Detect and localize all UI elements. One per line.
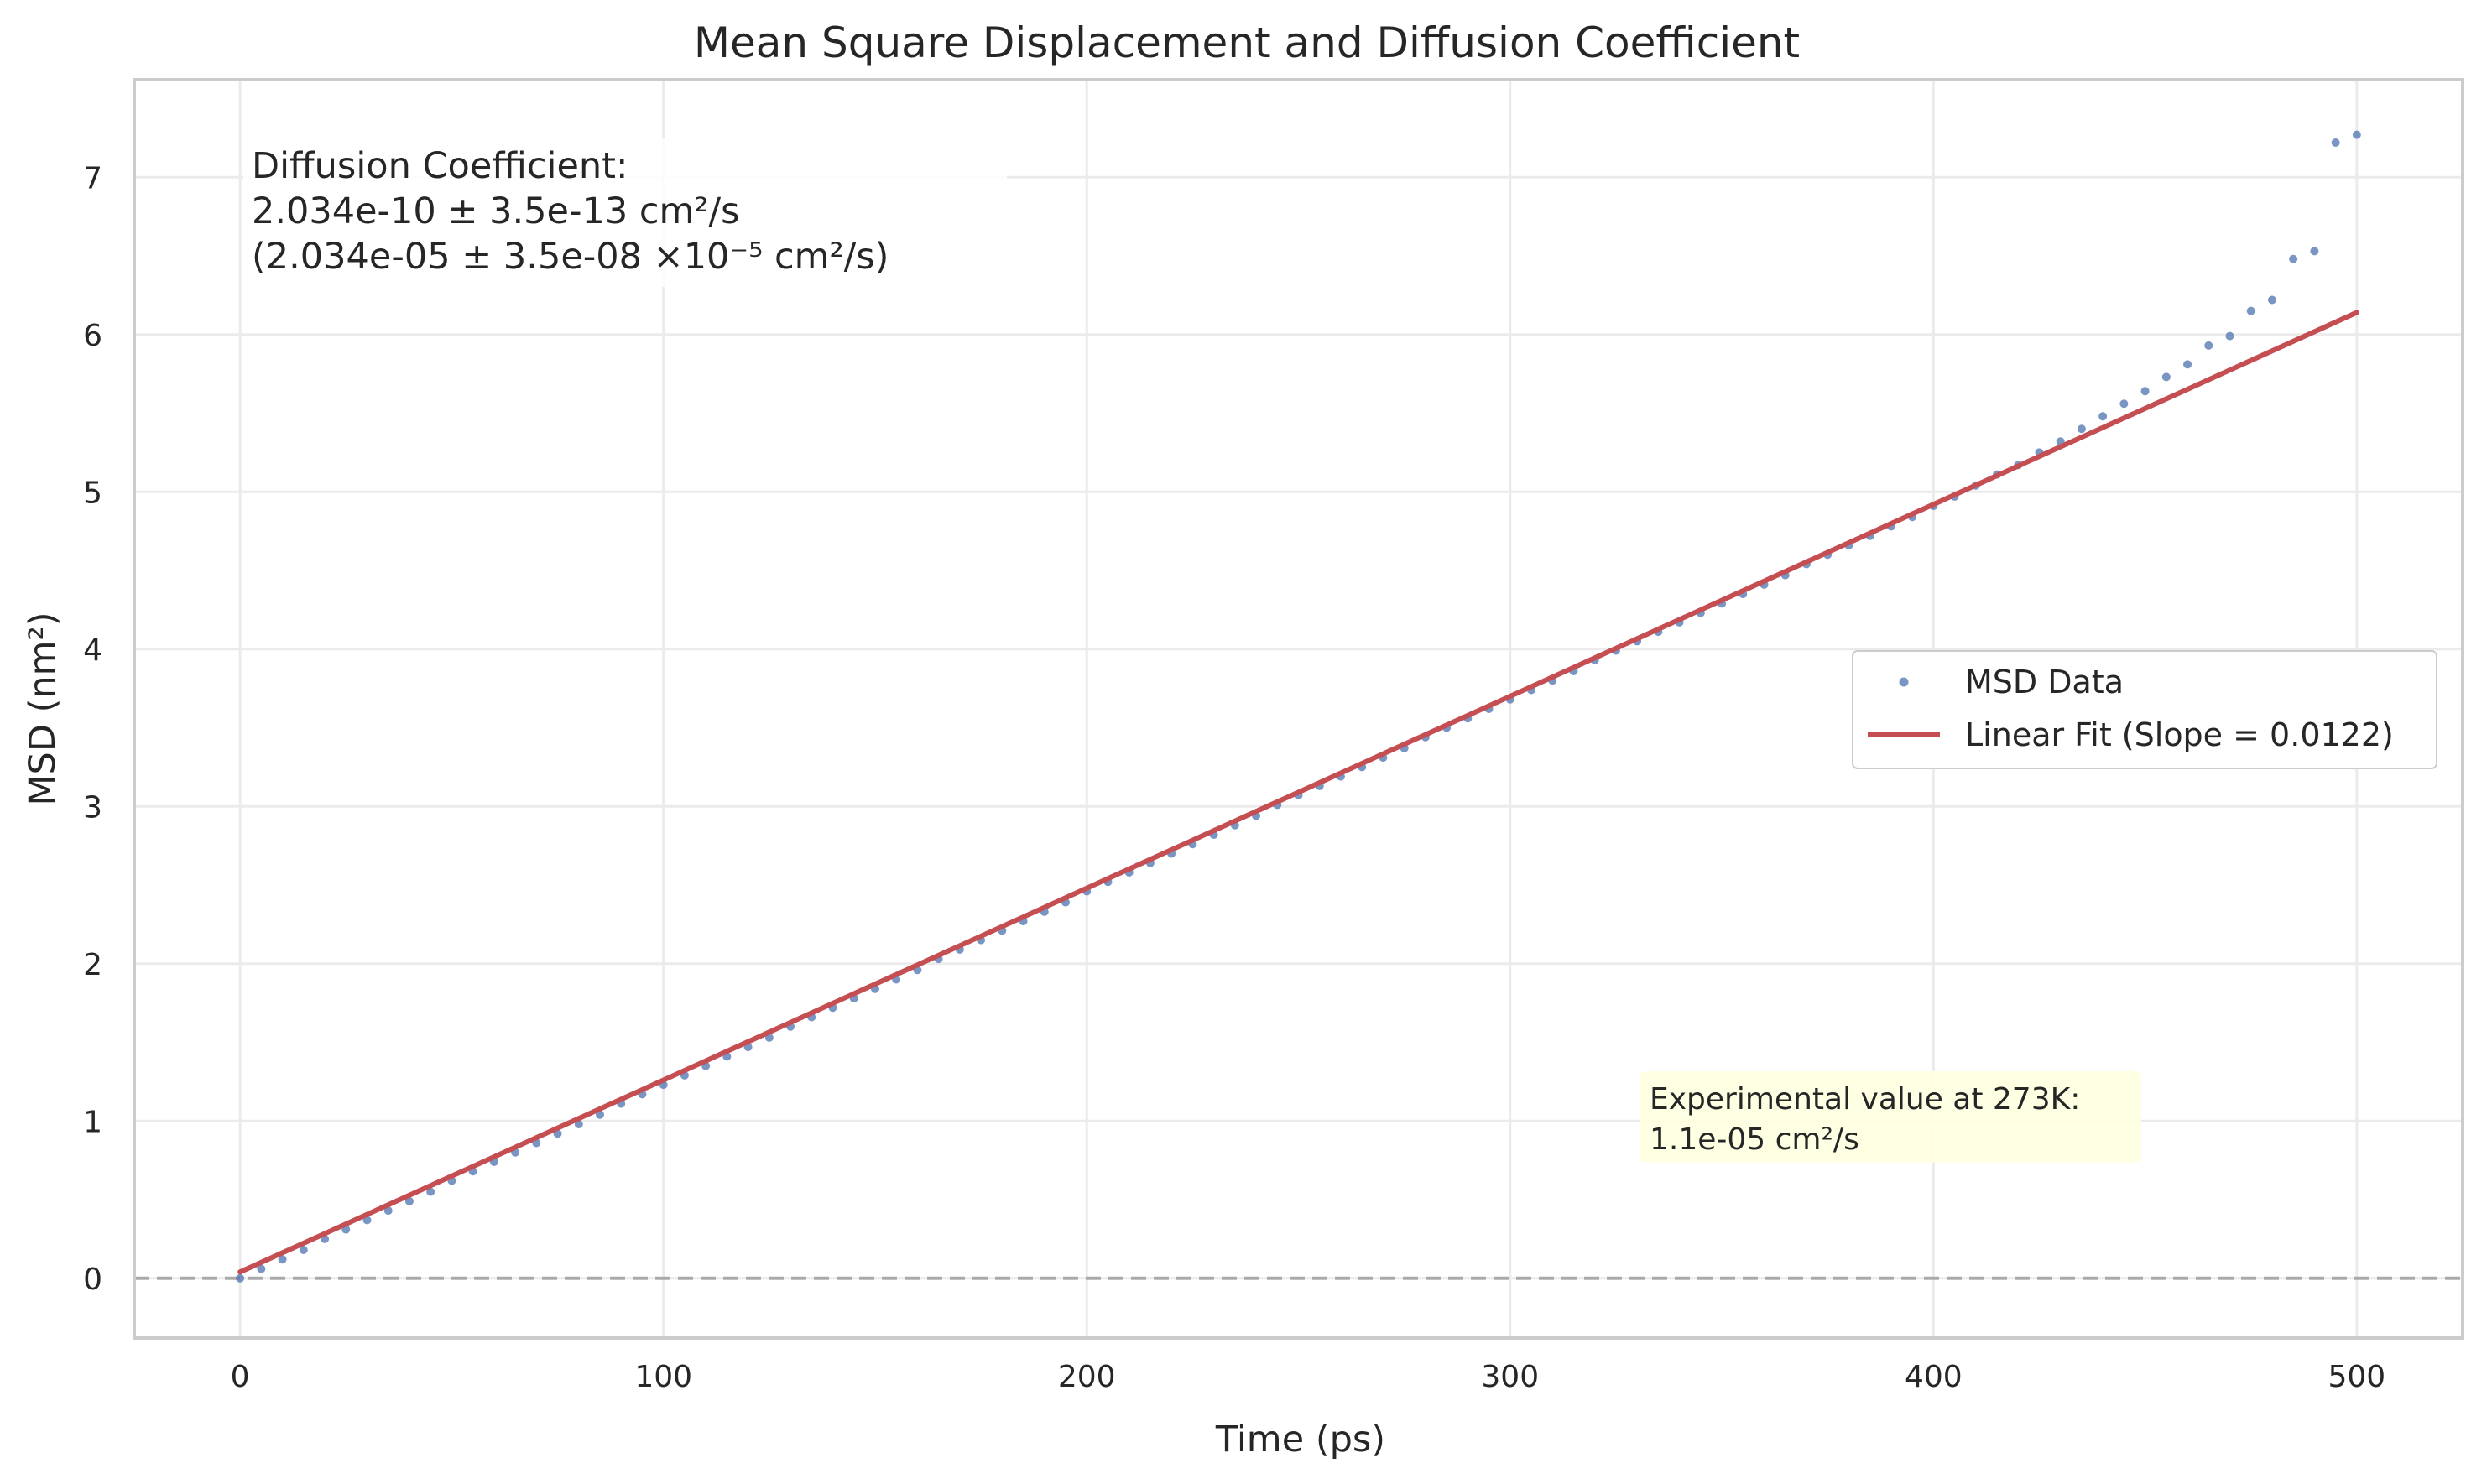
msd-data-point xyxy=(278,1255,287,1264)
y-tick-label: 7 xyxy=(83,161,102,195)
legend-msd-marker xyxy=(1899,677,1909,687)
msd-data-point xyxy=(2246,306,2255,315)
plot-frame xyxy=(133,78,2464,1340)
experimental-annotation-line-2: 1.1e-05 cm²/s xyxy=(1650,1122,1859,1157)
legend-fit-label: Linear Fit (Slope = 0.0122) xyxy=(1965,716,2394,753)
y-tick-label: 4 xyxy=(83,633,102,668)
legend-msd-label: MSD Data xyxy=(1965,664,2124,700)
msd-data-point xyxy=(404,1196,414,1205)
y-axis-label: MSD (nm²) xyxy=(22,612,64,805)
y-tick-label: 5 xyxy=(83,476,102,510)
x-tick-label: 0 xyxy=(231,1360,250,1394)
legend-box xyxy=(1852,650,2437,769)
msd-data-point xyxy=(2077,424,2086,434)
msd-data-point xyxy=(2267,295,2276,305)
msd-data-point xyxy=(2119,399,2129,409)
msd-data-point xyxy=(383,1206,393,1216)
diffusion-coefficient-annotation: Diffusion Coefficient: 2.034e-10 ± 3.5e-… xyxy=(243,138,1007,287)
msd-data-point xyxy=(2289,254,2298,263)
y-tick-label: 2 xyxy=(83,948,102,982)
diffusion-annotation-line-3: (2.034e-05 ± 3.5e-08 ×10⁻⁵ cm²/s) xyxy=(252,236,889,278)
y-tick-label: 1 xyxy=(83,1105,102,1139)
y-tick-label: 6 xyxy=(83,319,102,353)
experimental-value-annotation: Experimental value at 273K: 1.1e-05 cm²/… xyxy=(1640,1071,2141,1163)
x-tick-label: 300 xyxy=(1481,1360,1539,1394)
grid-lines xyxy=(134,80,2463,1338)
msd-data-point xyxy=(2140,387,2150,396)
msd-data-point xyxy=(2352,130,2361,139)
msd-data-point xyxy=(2331,138,2340,147)
msd-data-point xyxy=(2310,247,2319,256)
x-tick-label: 500 xyxy=(2328,1360,2386,1394)
msd-data-point xyxy=(2225,331,2234,341)
y-axis-ticks: 0 1 2 3 4 5 6 7 xyxy=(83,161,102,1297)
x-tick-label: 400 xyxy=(1905,1360,1963,1394)
experimental-annotation-box xyxy=(1640,1071,2141,1163)
msd-data-point xyxy=(257,1264,266,1273)
msd-data-point xyxy=(2204,341,2213,350)
diffusion-annotation-box xyxy=(243,138,1007,287)
msd-data-point xyxy=(2098,412,2108,421)
x-tick-label: 200 xyxy=(1058,1360,1116,1394)
msd-data-point xyxy=(426,1187,435,1196)
y-tick-label: 3 xyxy=(83,790,102,825)
chart-title: Mean Square Displacement and Diffusion C… xyxy=(694,18,1800,67)
x-tick-label: 100 xyxy=(634,1360,692,1394)
msd-data-point xyxy=(299,1246,308,1254)
y-tick-label: 0 xyxy=(83,1263,102,1297)
linear-fit-line xyxy=(237,310,2359,1275)
diffusion-annotation-line-1: Diffusion Coefficient: xyxy=(252,145,628,187)
diffusion-annotation-line-2: 2.034e-10 ± 3.5e-13 cm²/s xyxy=(252,190,740,232)
x-axis-ticks: 0 100 200 300 400 500 xyxy=(231,1360,2386,1394)
legend: MSD Data Linear Fit (Slope = 0.0122) xyxy=(1852,650,2437,769)
x-axis-label: Time (ps) xyxy=(1215,1419,1385,1461)
msd-data-point xyxy=(2161,372,2171,382)
msd-data-point xyxy=(2183,360,2192,369)
msd-data-point xyxy=(236,1273,245,1283)
msd-data-point xyxy=(596,1110,604,1119)
experimental-annotation-line-1: Experimental value at 273K: xyxy=(1650,1082,2080,1117)
